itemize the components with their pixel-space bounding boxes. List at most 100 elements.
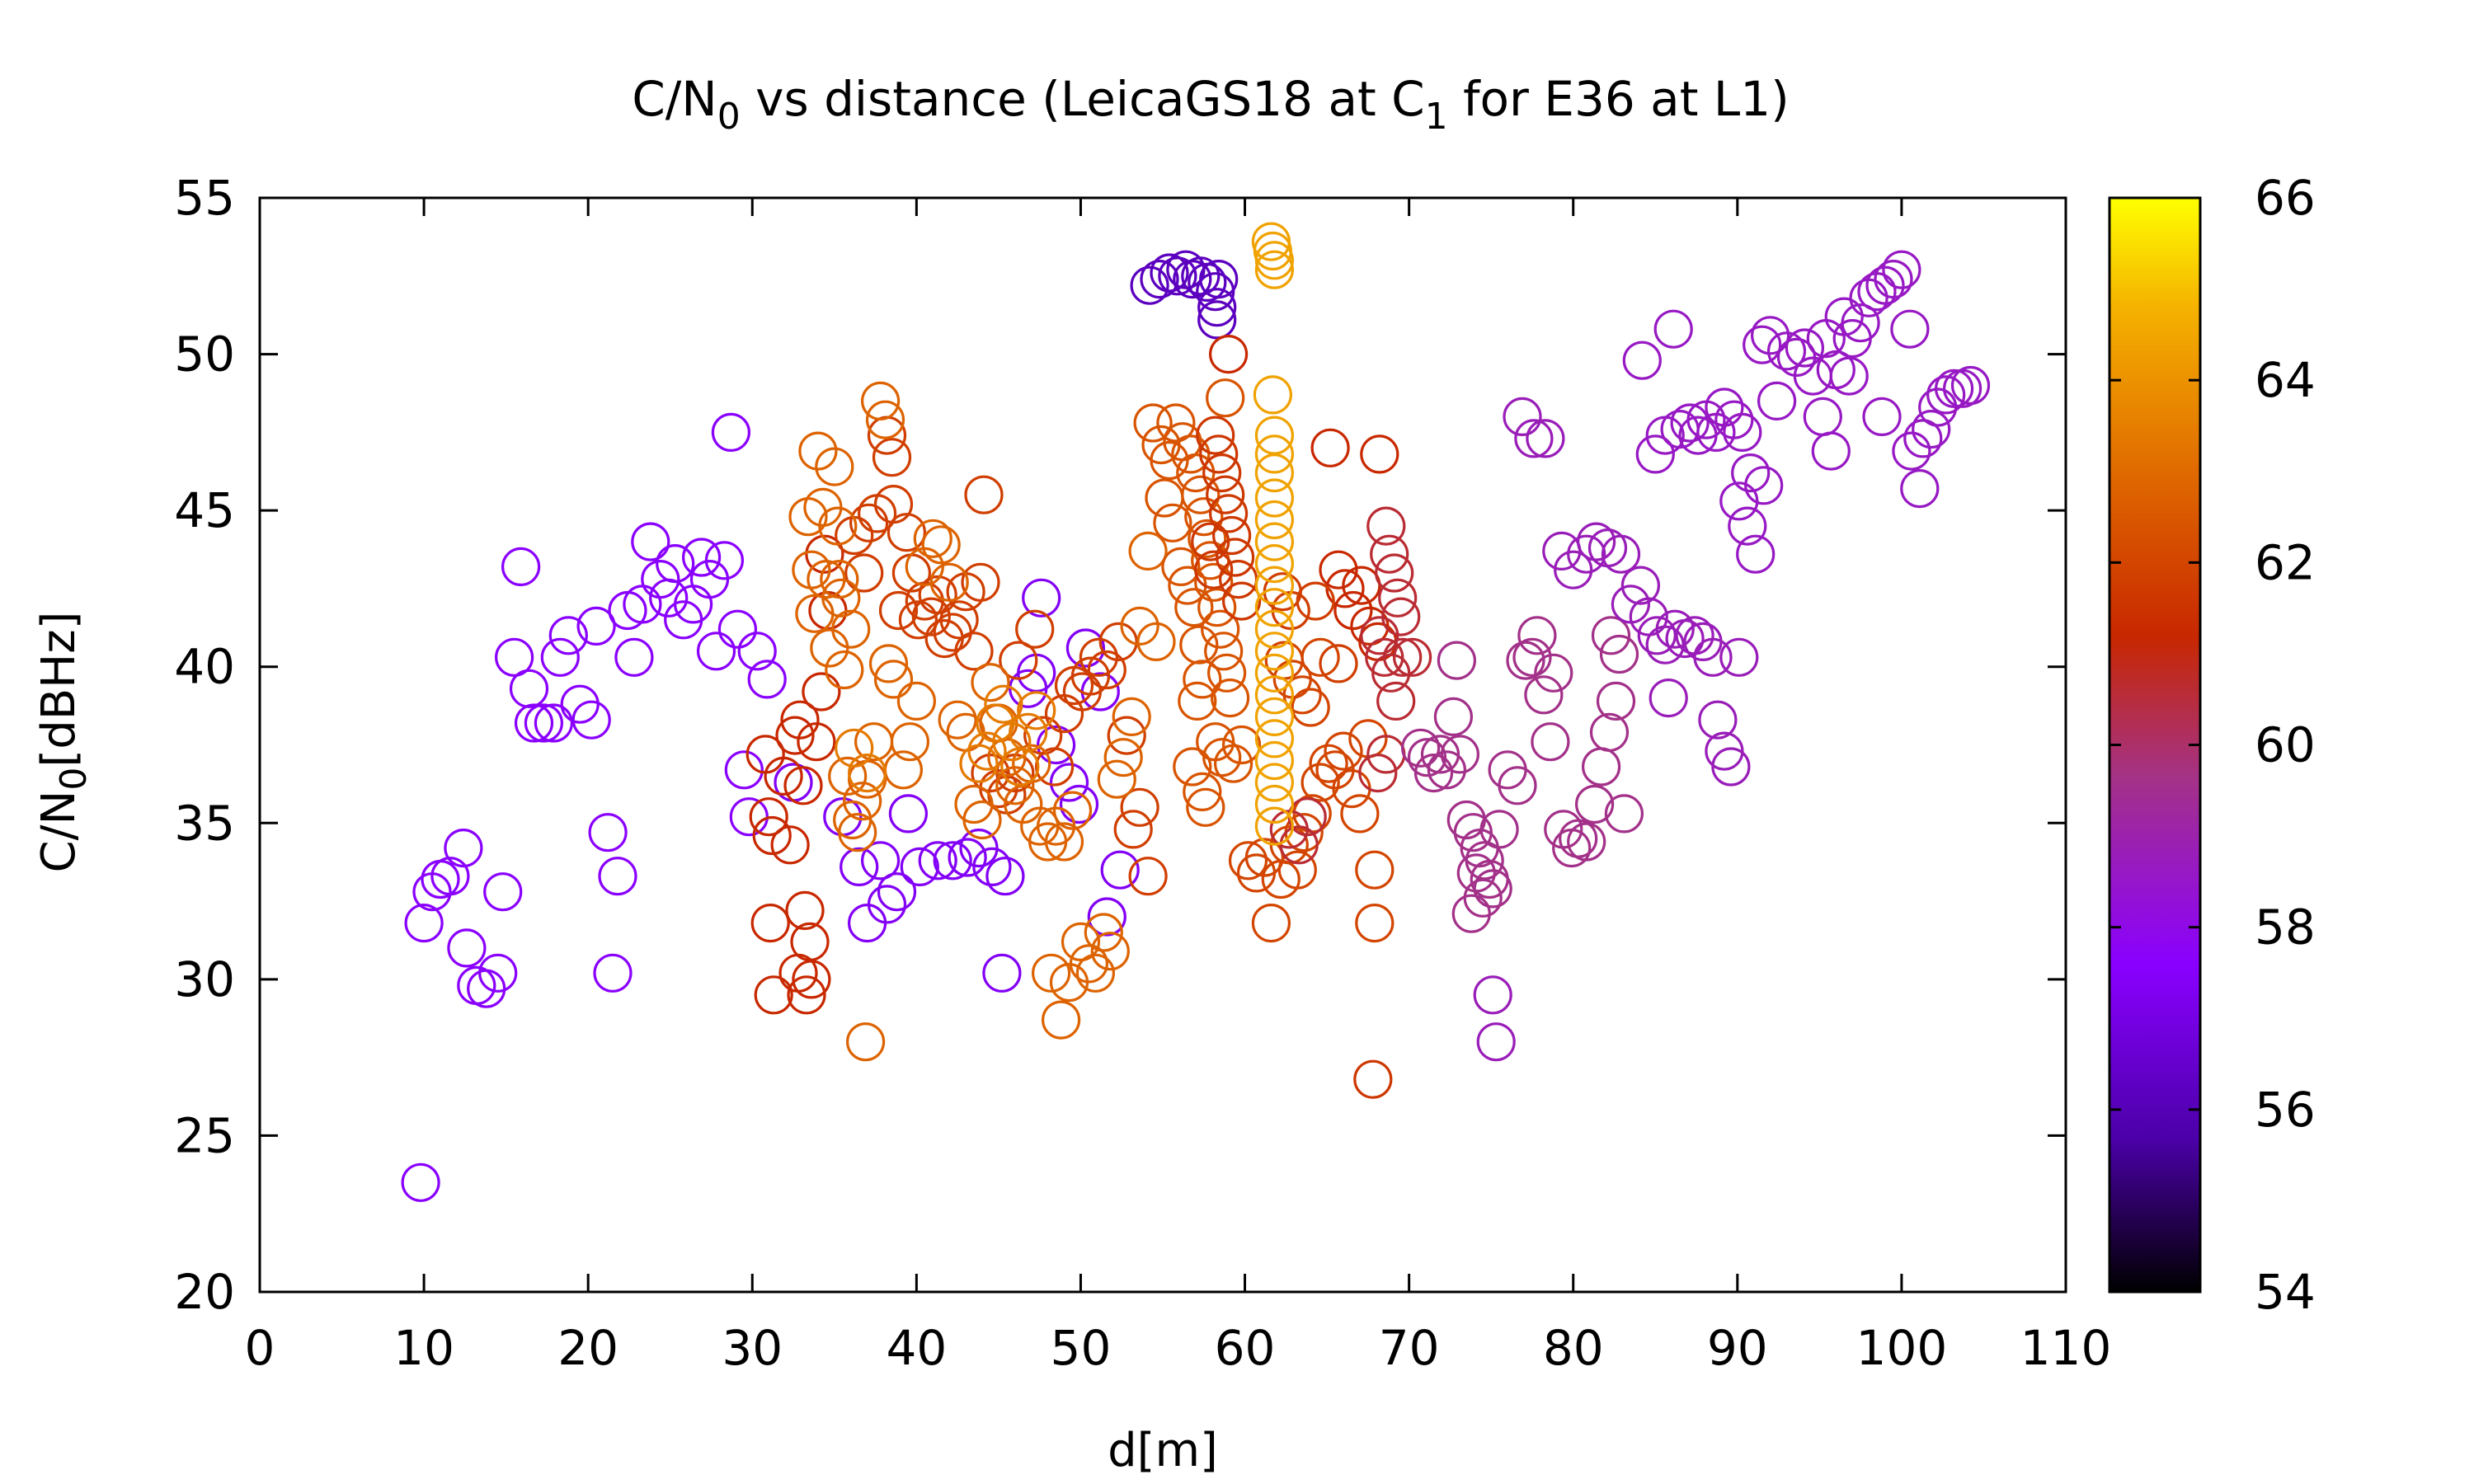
plot-frame <box>258 196 2067 1294</box>
data-point <box>868 644 909 683</box>
x-tick-label: 100 <box>1856 1320 1948 1376</box>
data-point <box>747 660 787 699</box>
data-point <box>1254 500 1295 540</box>
data-point <box>797 722 836 762</box>
data-point <box>656 543 695 584</box>
data-point <box>444 828 483 868</box>
data-point <box>985 857 1025 896</box>
x-tick-label: 80 <box>1543 1320 1604 1376</box>
data-point <box>1133 403 1173 443</box>
data-point <box>1358 753 1398 793</box>
data-point <box>478 953 518 993</box>
data-point <box>430 857 470 896</box>
data-point <box>1090 932 1130 971</box>
data-point <box>623 585 662 624</box>
data-point <box>1736 534 1776 574</box>
data-point <box>1912 409 1951 449</box>
data-point <box>1882 250 1921 289</box>
data-point <box>681 538 722 577</box>
data-point <box>1202 453 1242 493</box>
data-point <box>1254 566 1295 605</box>
data-point <box>818 506 858 546</box>
data-point <box>1206 475 1245 514</box>
data-point <box>1744 466 1784 505</box>
data-point <box>798 431 838 471</box>
data-point <box>1503 397 1542 436</box>
data-point <box>1576 522 1616 561</box>
data-point <box>1711 747 1751 787</box>
data-point <box>1254 588 1295 627</box>
x-tick-label: 10 <box>393 1320 454 1376</box>
data-point <box>1254 675 1295 715</box>
colorbar-ticks: 54 56 58 60 62 64 66 <box>2109 170 2316 1320</box>
data-point <box>1340 794 1380 834</box>
data-point <box>1251 903 1291 943</box>
data-point <box>913 519 952 558</box>
data-point <box>1075 953 1116 993</box>
data-point <box>911 597 951 636</box>
data-point <box>1153 503 1192 542</box>
data-point <box>1413 753 1454 793</box>
data-point <box>1531 722 1570 762</box>
data-point <box>1254 806 1295 846</box>
colorbar <box>2108 196 2202 1294</box>
data-point <box>1903 419 1943 458</box>
data-point <box>1168 566 1207 605</box>
data-point <box>1366 506 1406 546</box>
data-point <box>1087 650 1126 690</box>
data-point <box>1183 772 1222 812</box>
data-point <box>1534 653 1573 693</box>
data-point <box>729 797 769 837</box>
data-point <box>877 872 917 912</box>
data-point <box>1022 578 1061 618</box>
data-point <box>1591 616 1631 655</box>
data-point <box>1757 381 1797 420</box>
data-point <box>1036 725 1076 765</box>
data-point <box>948 838 987 877</box>
x-tick-label: 40 <box>886 1320 947 1376</box>
data-point <box>514 703 554 743</box>
data-point <box>1766 331 1807 371</box>
data-point <box>534 703 574 743</box>
data-point <box>1319 550 1358 589</box>
data-point <box>847 903 887 943</box>
data-point <box>404 903 444 943</box>
data-point <box>1201 609 1240 649</box>
data-point <box>614 637 654 677</box>
data-point <box>1191 522 1230 561</box>
data-point <box>999 641 1038 680</box>
data-point <box>1197 588 1237 627</box>
data-point <box>1355 903 1395 943</box>
data-point <box>1620 566 1661 605</box>
data-point <box>1400 728 1441 768</box>
data-point <box>1179 625 1219 665</box>
data-point <box>1112 697 1151 737</box>
data-point <box>1158 256 1197 296</box>
data-point <box>501 547 541 587</box>
data-point <box>860 381 901 420</box>
data-point <box>1604 794 1644 834</box>
data-point <box>1353 1059 1393 1099</box>
data-point <box>1254 632 1295 671</box>
data-point <box>447 928 487 968</box>
data-point <box>1514 419 1554 458</box>
colorbar-tick-label: 64 <box>2255 352 2316 408</box>
data-point <box>1433 697 1474 737</box>
data-point <box>1100 850 1140 890</box>
data-point <box>1841 303 1880 343</box>
data-point <box>1107 716 1146 755</box>
data-point <box>849 503 889 542</box>
data-point <box>548 616 588 655</box>
data-point <box>1862 397 1902 436</box>
data-point <box>1174 588 1214 627</box>
data-point <box>1714 400 1754 439</box>
y-axis-label: C/N0[dBHz] <box>32 611 95 872</box>
data-point <box>1150 440 1189 481</box>
data-point <box>982 953 1022 993</box>
data-point <box>1865 265 1905 305</box>
data-point <box>1103 738 1143 777</box>
data-point <box>938 700 977 740</box>
data-point <box>1194 550 1234 589</box>
data-point <box>1202 738 1242 777</box>
